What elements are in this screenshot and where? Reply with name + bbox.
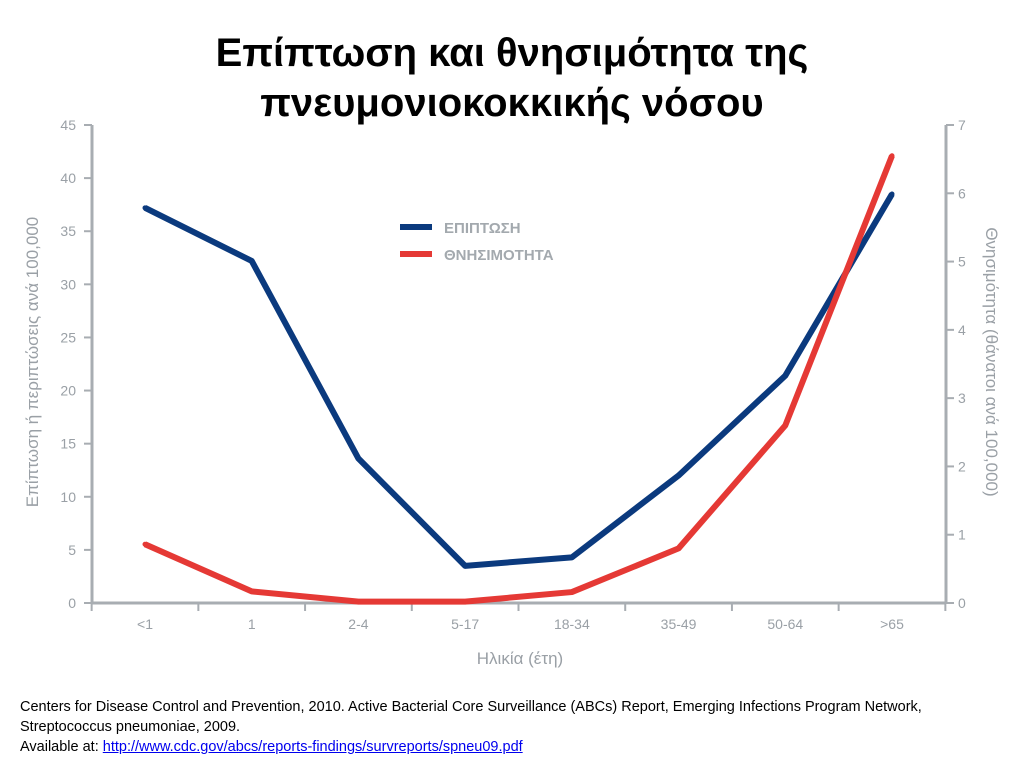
left-tick-label: 25 bbox=[60, 329, 76, 345]
legend-label-2: ΘΝΗΣΙΜΟΤΗΤΑ bbox=[444, 247, 554, 264]
x-axis-ticks: <1 1 2-4 5-17 18-34 35-49 50-64 >65 bbox=[90, 603, 947, 632]
series-1-point bbox=[676, 473, 682, 479]
series-2-point bbox=[462, 599, 468, 605]
right-tick-label: 3 bbox=[958, 390, 966, 406]
series-1-point bbox=[249, 258, 255, 264]
series-line-1 bbox=[143, 192, 895, 569]
chart-axes bbox=[90, 125, 948, 605]
x-tick-label: 35-49 bbox=[661, 616, 697, 632]
series-1-point bbox=[355, 456, 361, 462]
slide-title-line-1: Επίπτωση και θνησιμότητα της bbox=[215, 31, 809, 75]
series-1-point bbox=[889, 191, 895, 197]
legend-label-1: ΕΠΙΠΤΩΣΗ bbox=[444, 220, 521, 237]
y-axis-title: Επίπτωση ή περιπτώσεις ανά 100,000 bbox=[23, 217, 42, 508]
y2-axis-title: Θνησιμότητα (θάνατοι ανά 100,000) bbox=[982, 227, 1001, 496]
series-1-point bbox=[142, 205, 148, 211]
left-tick-label: 45 bbox=[60, 117, 76, 133]
series-1-point bbox=[462, 563, 468, 569]
x-tick-label: >65 bbox=[880, 616, 904, 632]
right-tick-label: 4 bbox=[958, 322, 966, 338]
series-1-point bbox=[569, 554, 575, 560]
left-tick-label: 10 bbox=[60, 489, 76, 505]
right-tick-label: 2 bbox=[958, 458, 966, 474]
x-tick-label: 5-17 bbox=[451, 616, 479, 632]
slide-title: Επίπτωση και θνησιμότητα της πνευμονιοκο… bbox=[0, 28, 1024, 128]
left-tick-label: 5 bbox=[68, 542, 76, 558]
right-tick-label: 1 bbox=[958, 527, 966, 543]
series-line-2 bbox=[143, 154, 895, 605]
series-2-point bbox=[676, 545, 682, 551]
source-link[interactable]: http://www.cdc.gov/abcs/reports-findings… bbox=[102, 739, 523, 755]
series-2-point bbox=[142, 541, 148, 547]
left-axis-ticks: 0 5 10 15 20 25 30 35 40 45 bbox=[60, 117, 92, 611]
right-tick-label: 7 bbox=[958, 117, 966, 133]
right-axis-ticks: 0 1 2 3 4 5 6 7 bbox=[946, 117, 966, 611]
right-tick-label: 0 bbox=[958, 595, 966, 611]
available-label: Available at: bbox=[20, 739, 103, 755]
left-tick-label: 40 bbox=[60, 170, 76, 186]
left-tick-label: 30 bbox=[60, 276, 76, 292]
source-citation: Centers for Disease Control and Preventi… bbox=[20, 699, 922, 735]
left-tick-label: 15 bbox=[60, 436, 76, 452]
series-1-point bbox=[782, 373, 788, 379]
legend: ΕΠΙΠΤΩΣΗ ΘΝΗΣΙΜΟΤΗΤΑ bbox=[400, 220, 554, 264]
right-tick-label: 5 bbox=[958, 254, 966, 270]
series-2-point bbox=[249, 588, 255, 594]
x-tick-label: 1 bbox=[248, 616, 256, 632]
x-tick-label: <1 bbox=[137, 616, 153, 632]
right-tick-label: 6 bbox=[958, 185, 966, 201]
series-2-point bbox=[889, 153, 895, 159]
series-layer bbox=[142, 153, 895, 605]
series-2-point bbox=[355, 599, 361, 605]
source-footer: Centers for Disease Control and Preventi… bbox=[20, 697, 1010, 757]
left-tick-label: 20 bbox=[60, 383, 76, 399]
x-axis-title: Ηλικία (έτη) bbox=[477, 649, 563, 668]
series-2-point bbox=[569, 589, 575, 595]
x-tick-label: 18-34 bbox=[554, 616, 590, 632]
left-tick-label: 35 bbox=[60, 223, 76, 239]
series-2-point bbox=[782, 422, 788, 428]
slide-title-line-2: πνευμονιοκοκκικής νόσου bbox=[260, 81, 764, 125]
x-tick-label: 2-4 bbox=[348, 616, 368, 632]
x-tick-label: 50-64 bbox=[767, 616, 803, 632]
left-tick-label: 0 bbox=[68, 595, 76, 611]
